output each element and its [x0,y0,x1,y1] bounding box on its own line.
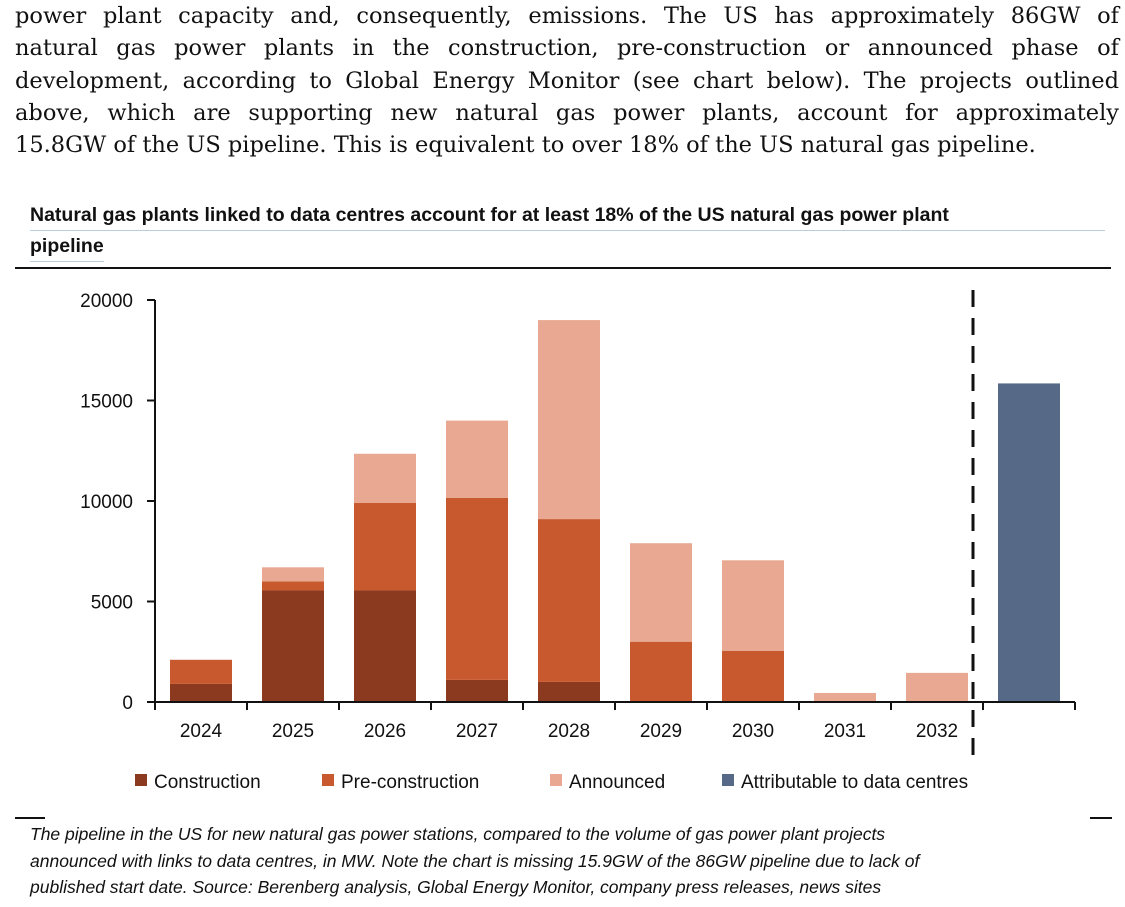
legend-label: Pre-construction [341,772,479,793]
legend-label: Announced [569,772,665,793]
bar-segment-announced [538,320,600,520]
chart-title-line: pipeline [30,231,104,262]
chart-title-line: Natural gas plants linked to data centre… [30,200,1105,231]
legend-swatch [550,774,562,786]
bar-segment-announced [630,543,692,642]
body-line: power plant capacity and, consequently, … [15,3,1119,29]
body-line: above, which are supporting new natural … [15,99,1119,126]
x-tick-label: 2032 [916,721,958,742]
y-tick-label: 15000 [80,392,133,413]
bar-segment-announced [722,560,784,651]
x-tick-label: 2027 [456,721,498,742]
body-line: natural gas power plants in the construc… [15,35,1119,62]
chart-title: Natural gas plants linked to data centre… [30,200,1110,262]
bar-segment-announced [354,453,416,504]
bar-segment-announced [814,692,876,702]
bar-segment-construction [446,679,508,702]
y-tick-label: 10000 [80,492,133,513]
bar-segment-construction [354,590,416,702]
bar-segment-construction [538,681,600,702]
caption-line: announced with links to data centres, in… [30,850,920,871]
x-tick-label: 2029 [640,721,682,742]
legend-swatch [722,774,734,786]
title-divider [15,267,1111,269]
x-tick-label: 2030 [732,721,774,742]
body-line: development, according to Global Energy … [15,67,1119,94]
bar-segment-pre-construction [170,659,232,684]
legend-swatch [322,774,334,786]
chart-caption: The pipeline in the US for new natural g… [30,821,1110,901]
bar-segment-pre-construction [262,581,324,591]
bar-segment-attributable-to-data-centres [998,383,1060,702]
legend-label: Construction [154,772,261,793]
bar-segment-pre-construction [722,650,784,702]
caption-line: The pipeline in the US for new natural g… [30,824,886,844]
y-tick-label: 20000 [80,291,133,312]
y-tick-label: 5000 [91,593,133,614]
bar-segment-announced [446,420,508,498]
bar-segment-announced [906,672,968,702]
y-tick-label: 0 [122,693,133,714]
body-line: 15.8GW of the US pipeline. This is equiv… [15,132,1036,159]
x-tick-label: 2028 [548,721,590,742]
bar-segment-pre-construction [446,497,508,680]
bar-segment-pre-construction [538,519,600,682]
bar-segment-construction [262,590,324,702]
caption-divider-right [1090,817,1112,819]
bar-segment-construction [170,683,232,702]
bar-segment-announced [262,567,324,582]
bar-segment-pre-construction [630,641,692,702]
x-tick-label: 2025 [272,721,314,742]
bar-segment-pre-construction [354,503,416,591]
x-tick-label: 2031 [824,721,866,742]
body-paragraph: power plant capacity and, consequently, … [15,0,1119,161]
x-tick-label: 2026 [364,721,406,742]
caption-divider-left [15,817,45,819]
stacked-bar-chart: 2024 2025 2026 2027 2028 2029 2030 2031 2032 0 500… [80,290,1076,793]
x-tick-label: 2024 [180,721,223,742]
caption-line: published start date. Source: Berenberg … [30,877,882,897]
legend-swatch [135,774,147,786]
legend-label: Attributable to data centres [741,772,968,793]
